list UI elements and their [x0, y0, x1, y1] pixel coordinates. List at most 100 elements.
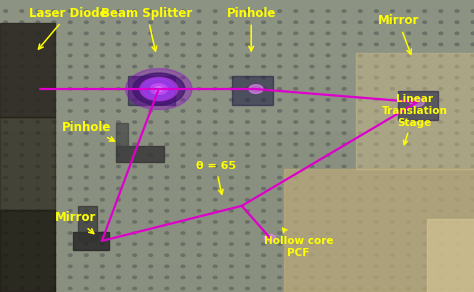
Circle shape — [326, 88, 330, 90]
Circle shape — [326, 110, 330, 112]
Circle shape — [197, 154, 201, 157]
Circle shape — [149, 143, 153, 145]
Circle shape — [4, 21, 8, 23]
Circle shape — [36, 254, 40, 256]
Circle shape — [310, 88, 314, 90]
Circle shape — [4, 54, 8, 57]
Circle shape — [213, 287, 217, 290]
Circle shape — [117, 77, 120, 79]
Circle shape — [358, 10, 362, 12]
Circle shape — [20, 276, 24, 279]
Circle shape — [262, 199, 265, 201]
Circle shape — [36, 99, 40, 101]
Circle shape — [117, 10, 120, 12]
Circle shape — [229, 21, 233, 23]
Circle shape — [20, 54, 24, 57]
Circle shape — [455, 232, 459, 234]
Text: Pinhole: Pinhole — [227, 7, 276, 51]
Circle shape — [84, 254, 88, 256]
Circle shape — [149, 10, 153, 12]
Circle shape — [213, 10, 217, 12]
Circle shape — [278, 121, 282, 123]
Circle shape — [246, 54, 249, 57]
Circle shape — [391, 10, 394, 12]
Circle shape — [149, 243, 153, 245]
Circle shape — [262, 154, 265, 157]
Circle shape — [455, 132, 459, 134]
Circle shape — [374, 265, 378, 267]
Circle shape — [439, 243, 443, 245]
Circle shape — [84, 176, 88, 179]
Circle shape — [52, 32, 56, 34]
Circle shape — [391, 154, 394, 157]
Circle shape — [52, 99, 56, 101]
Circle shape — [149, 276, 153, 279]
Circle shape — [423, 165, 427, 168]
Circle shape — [326, 32, 330, 34]
Circle shape — [133, 254, 137, 256]
Circle shape — [455, 265, 459, 267]
Circle shape — [423, 154, 427, 157]
Circle shape — [262, 276, 265, 279]
Circle shape — [181, 232, 185, 234]
Circle shape — [133, 99, 137, 101]
Circle shape — [181, 21, 185, 23]
Circle shape — [262, 254, 265, 256]
Circle shape — [262, 21, 265, 23]
Circle shape — [358, 265, 362, 267]
Circle shape — [342, 254, 346, 256]
Text: Pinhole: Pinhole — [62, 121, 115, 141]
Circle shape — [84, 199, 88, 201]
Circle shape — [342, 221, 346, 223]
Circle shape — [262, 10, 265, 12]
Circle shape — [68, 99, 72, 101]
Circle shape — [310, 54, 314, 57]
Bar — [427, 219, 474, 292]
Circle shape — [423, 77, 427, 79]
Bar — [0, 210, 55, 292]
Circle shape — [133, 265, 137, 267]
Circle shape — [262, 132, 265, 134]
Circle shape — [52, 143, 56, 145]
Circle shape — [181, 199, 185, 201]
Circle shape — [391, 221, 394, 223]
Circle shape — [439, 99, 443, 101]
Circle shape — [165, 65, 169, 68]
Circle shape — [133, 243, 137, 245]
Circle shape — [455, 199, 459, 201]
Circle shape — [84, 65, 88, 68]
Circle shape — [423, 143, 427, 145]
Circle shape — [36, 110, 40, 112]
Circle shape — [278, 232, 282, 234]
Circle shape — [358, 32, 362, 34]
Circle shape — [423, 10, 427, 12]
Circle shape — [84, 265, 88, 267]
Circle shape — [455, 221, 459, 223]
Circle shape — [294, 154, 298, 157]
Circle shape — [262, 65, 265, 68]
Text: Mirror: Mirror — [55, 211, 96, 234]
Circle shape — [326, 199, 330, 201]
Circle shape — [391, 210, 394, 212]
Circle shape — [149, 54, 153, 57]
Circle shape — [278, 88, 282, 90]
Circle shape — [165, 187, 169, 190]
Circle shape — [84, 77, 88, 79]
Circle shape — [439, 276, 443, 279]
Circle shape — [358, 221, 362, 223]
Circle shape — [117, 65, 120, 68]
Circle shape — [391, 32, 394, 34]
Circle shape — [68, 88, 72, 90]
Circle shape — [294, 21, 298, 23]
Circle shape — [20, 132, 24, 134]
Circle shape — [165, 210, 169, 212]
Circle shape — [84, 21, 88, 23]
Circle shape — [84, 10, 88, 12]
Circle shape — [310, 110, 314, 112]
Circle shape — [213, 221, 217, 223]
Circle shape — [4, 243, 8, 245]
Circle shape — [423, 54, 427, 57]
Circle shape — [310, 243, 314, 245]
Circle shape — [20, 121, 24, 123]
Circle shape — [246, 121, 249, 123]
